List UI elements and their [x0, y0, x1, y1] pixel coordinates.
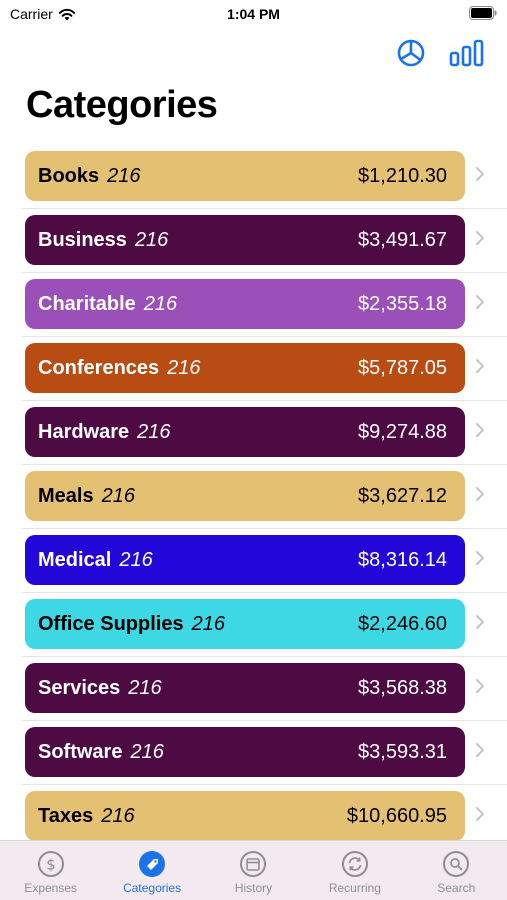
category-pill[interactable]: Books 216 $1,210.30 — [25, 151, 465, 201]
page-title: Categories — [26, 84, 218, 126]
category-count: 216 — [143, 292, 178, 315]
tab-categories[interactable]: Categories — [107, 849, 197, 895]
category-amount: $2,246.60 — [358, 612, 447, 635]
category-amount: $9,274.88 — [358, 420, 447, 443]
category-name: Software — [38, 740, 123, 763]
category-pill[interactable]: Office Supplies 216 $2,246.60 — [25, 599, 465, 649]
category-count: 216 — [128, 676, 162, 699]
chevron-right-icon — [476, 295, 484, 309]
category-amount: $1,210.30 — [358, 164, 447, 187]
pie-chart-icon — [397, 39, 425, 67]
category-name: Meals — [38, 484, 94, 507]
chevron-right-icon — [476, 167, 484, 181]
category-row[interactable]: Hardware 216 $9,274.88 — [0, 401, 507, 465]
tab-expenses[interactable]: $ Expenses — [6, 849, 96, 895]
category-amount: $10,660.95 — [346, 804, 447, 827]
svg-text:$: $ — [46, 856, 56, 874]
tab-recurring[interactable]: Recurring — [310, 849, 400, 895]
bar-chart-button[interactable] — [447, 36, 487, 70]
bar-chart-icon — [449, 39, 484, 67]
category-row[interactable]: Office Supplies 216 $2,246.60 — [0, 593, 507, 657]
category-row[interactable]: Books 216 $1,210.30 — [0, 145, 507, 209]
category-row[interactable]: Charitable 216 $2,355.18 — [0, 273, 507, 337]
category-amount: $3,491.67 — [358, 228, 447, 251]
tab-bar: $ Expenses Categories History Recurring … — [0, 840, 507, 900]
chevron-right-icon — [476, 231, 484, 245]
category-name: Medical — [38, 548, 112, 571]
chevron-right-icon — [476, 615, 484, 629]
carrier-indicator: Carrier — [10, 6, 76, 22]
category-row[interactable]: Meals 216 $3,627.12 — [0, 465, 507, 529]
category-count: 216 — [119, 548, 153, 571]
chevron-right-icon — [476, 679, 484, 693]
tag-circle-icon — [139, 851, 166, 877]
category-name: Books — [38, 164, 100, 187]
tab-label: Expenses — [24, 881, 78, 895]
category-count: 216 — [130, 740, 164, 763]
category-name: Conferences — [38, 356, 160, 379]
search-circle-icon — [443, 851, 470, 877]
dollar-circle-icon: $ — [37, 851, 64, 877]
category-count: 216 — [191, 612, 225, 635]
category-row[interactable]: Medical 216 $8,316.14 — [0, 529, 507, 593]
category-amount: $3,593.31 — [358, 740, 447, 763]
category-row[interactable]: Services 216 $3,568.38 — [0, 657, 507, 721]
category-count: 216 — [101, 804, 135, 827]
chevron-right-icon — [476, 743, 484, 757]
chevron-right-icon — [476, 807, 484, 821]
category-list: Books 216 $1,210.30 Business 216 $3,491.67… — [0, 145, 507, 849]
category-pill[interactable]: Medical 216 $8,316.14 — [25, 535, 465, 585]
category-count: 216 — [167, 356, 201, 379]
chevron-right-icon — [476, 487, 484, 501]
chevron-right-icon — [476, 551, 484, 565]
category-row[interactable]: Conferences 216 $5,787.05 — [0, 337, 507, 401]
category-row[interactable]: Software 216 $3,593.31 — [0, 721, 507, 785]
nav-actions — [391, 36, 487, 70]
battery-icon — [469, 6, 497, 20]
tab-label: Categories — [123, 881, 182, 895]
category-pill[interactable]: Services 216 $3,568.38 — [25, 663, 465, 713]
category-amount: $3,627.12 — [358, 484, 447, 507]
category-amount: $5,787.05 — [358, 356, 447, 379]
category-count: 216 — [134, 228, 169, 251]
category-name: Taxes — [38, 804, 94, 827]
category-pill[interactable]: Charitable 216 $2,355.18 — [25, 279, 465, 329]
category-row[interactable]: Business 216 $3,491.67 — [0, 209, 507, 273]
category-amount: $3,568.38 — [358, 676, 447, 699]
pie-chart-button[interactable] — [391, 36, 431, 70]
tab-history[interactable]: History — [208, 849, 298, 895]
chevron-right-icon — [476, 359, 484, 373]
category-pill[interactable]: Conferences 216 $5,787.05 — [25, 343, 465, 393]
category-pill[interactable]: Hardware 216 $9,274.88 — [25, 407, 465, 457]
repeat-circle-icon — [341, 851, 368, 877]
tab-label: History — [234, 881, 273, 895]
category-pill[interactable]: Business 216 $3,491.67 — [25, 215, 465, 265]
category-name: Office Supplies — [38, 612, 184, 635]
category-count: 216 — [137, 420, 171, 443]
category-count: 216 — [107, 164, 141, 187]
category-name: Hardware — [38, 420, 130, 443]
tab-search[interactable]: Search — [411, 849, 501, 895]
status-time: 1:04 PM — [227, 6, 280, 22]
category-name: Charitable — [38, 292, 136, 315]
calendar-circle-icon — [240, 851, 267, 877]
tab-label: Recurring — [328, 881, 381, 895]
category-amount: $8,316.14 — [358, 548, 447, 571]
category-amount: $2,355.18 — [358, 292, 447, 315]
category-count: 216 — [101, 484, 135, 507]
category-row[interactable]: Taxes 216 $10,660.95 — [0, 785, 507, 849]
category-name: Business — [38, 228, 127, 251]
status-bar: Carrier 1:04 PM — [0, 0, 507, 28]
category-pill[interactable]: Taxes 216 $10,660.95 — [25, 791, 465, 841]
category-pill[interactable]: Software 216 $3,593.31 — [25, 727, 465, 777]
carrier-label: Carrier — [10, 6, 53, 22]
tab-label: Search — [437, 881, 476, 895]
category-pill[interactable]: Meals 216 $3,627.12 — [25, 471, 465, 521]
wifi-icon — [58, 8, 75, 20]
category-name: Services — [38, 676, 121, 699]
chevron-right-icon — [476, 423, 484, 437]
